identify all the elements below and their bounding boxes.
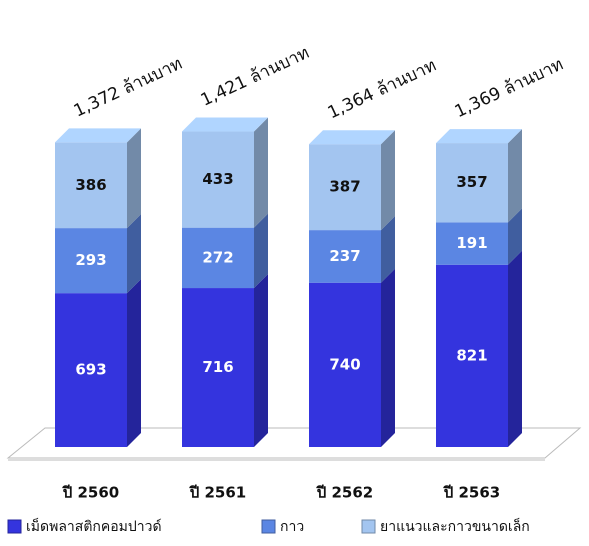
bar-segment: [55, 228, 127, 294]
legend-swatch: [261, 519, 276, 534]
legend-swatch: [361, 519, 376, 534]
legend-label: กาว: [280, 519, 304, 535]
bar-segment: [309, 230, 381, 283]
value-label: 387: [329, 178, 360, 196]
bar-side: [508, 250, 522, 447]
value-label: 716: [202, 358, 233, 376]
bar-top: [182, 117, 268, 132]
total-annotation: 1,372 ล้านบาท: [71, 54, 186, 122]
x-tick-label: ปี 2563: [443, 484, 500, 502]
bar-segment: [55, 293, 127, 447]
bar-segment: [55, 142, 127, 229]
value-label: 191: [456, 234, 487, 252]
value-label: 386: [75, 176, 106, 194]
bar-segment: [309, 282, 381, 447]
bar-side: [508, 208, 522, 265]
bar-side: [508, 129, 522, 223]
bar-side: [127, 279, 141, 447]
bar-side: [127, 128, 141, 229]
bar-side: [381, 130, 395, 231]
bar-top: [436, 129, 522, 144]
bar-segment: [436, 222, 508, 265]
value-label: 357: [456, 173, 487, 191]
bar-side: [254, 274, 268, 447]
bar-side: [254, 213, 268, 289]
bar-segment: [182, 288, 254, 447]
legend-label: เม็ดพลาสติกคอมปาวด์: [26, 517, 162, 535]
bar-segment: [436, 264, 508, 447]
bar-top: [55, 128, 141, 143]
legend-label: ยาแนวและกาวขนาดเล็ก: [380, 517, 530, 535]
bar-side: [254, 117, 268, 228]
total-annotation: 1,369 ล้านบาท: [452, 54, 567, 122]
floor-edge: [8, 458, 545, 461]
legend-swatch: [7, 519, 22, 534]
x-tick-label: ปี 2560: [62, 484, 119, 502]
bar-side: [381, 216, 395, 283]
total-annotation: 1,421 ล้านบาท: [198, 43, 313, 111]
total-annotation: 1,364 ล้านบาท: [325, 56, 440, 124]
value-label: 293: [75, 251, 106, 269]
value-label: 821: [456, 346, 487, 364]
bar-side: [381, 268, 395, 447]
bar-segment: [436, 143, 508, 223]
value-label: 693: [75, 361, 106, 379]
bar-side: [127, 214, 141, 294]
bar-top: [309, 130, 395, 145]
x-tick-label: ปี 2561: [189, 484, 246, 502]
value-label: 433: [202, 170, 233, 188]
value-label: 740: [329, 355, 360, 373]
value-label: 272: [202, 248, 233, 266]
bar-segment: [309, 144, 381, 231]
bar-segment: [182, 227, 254, 289]
value-label: 237: [329, 247, 360, 265]
x-tick-label: ปี 2562: [316, 484, 373, 502]
bar-segment: [182, 131, 254, 228]
